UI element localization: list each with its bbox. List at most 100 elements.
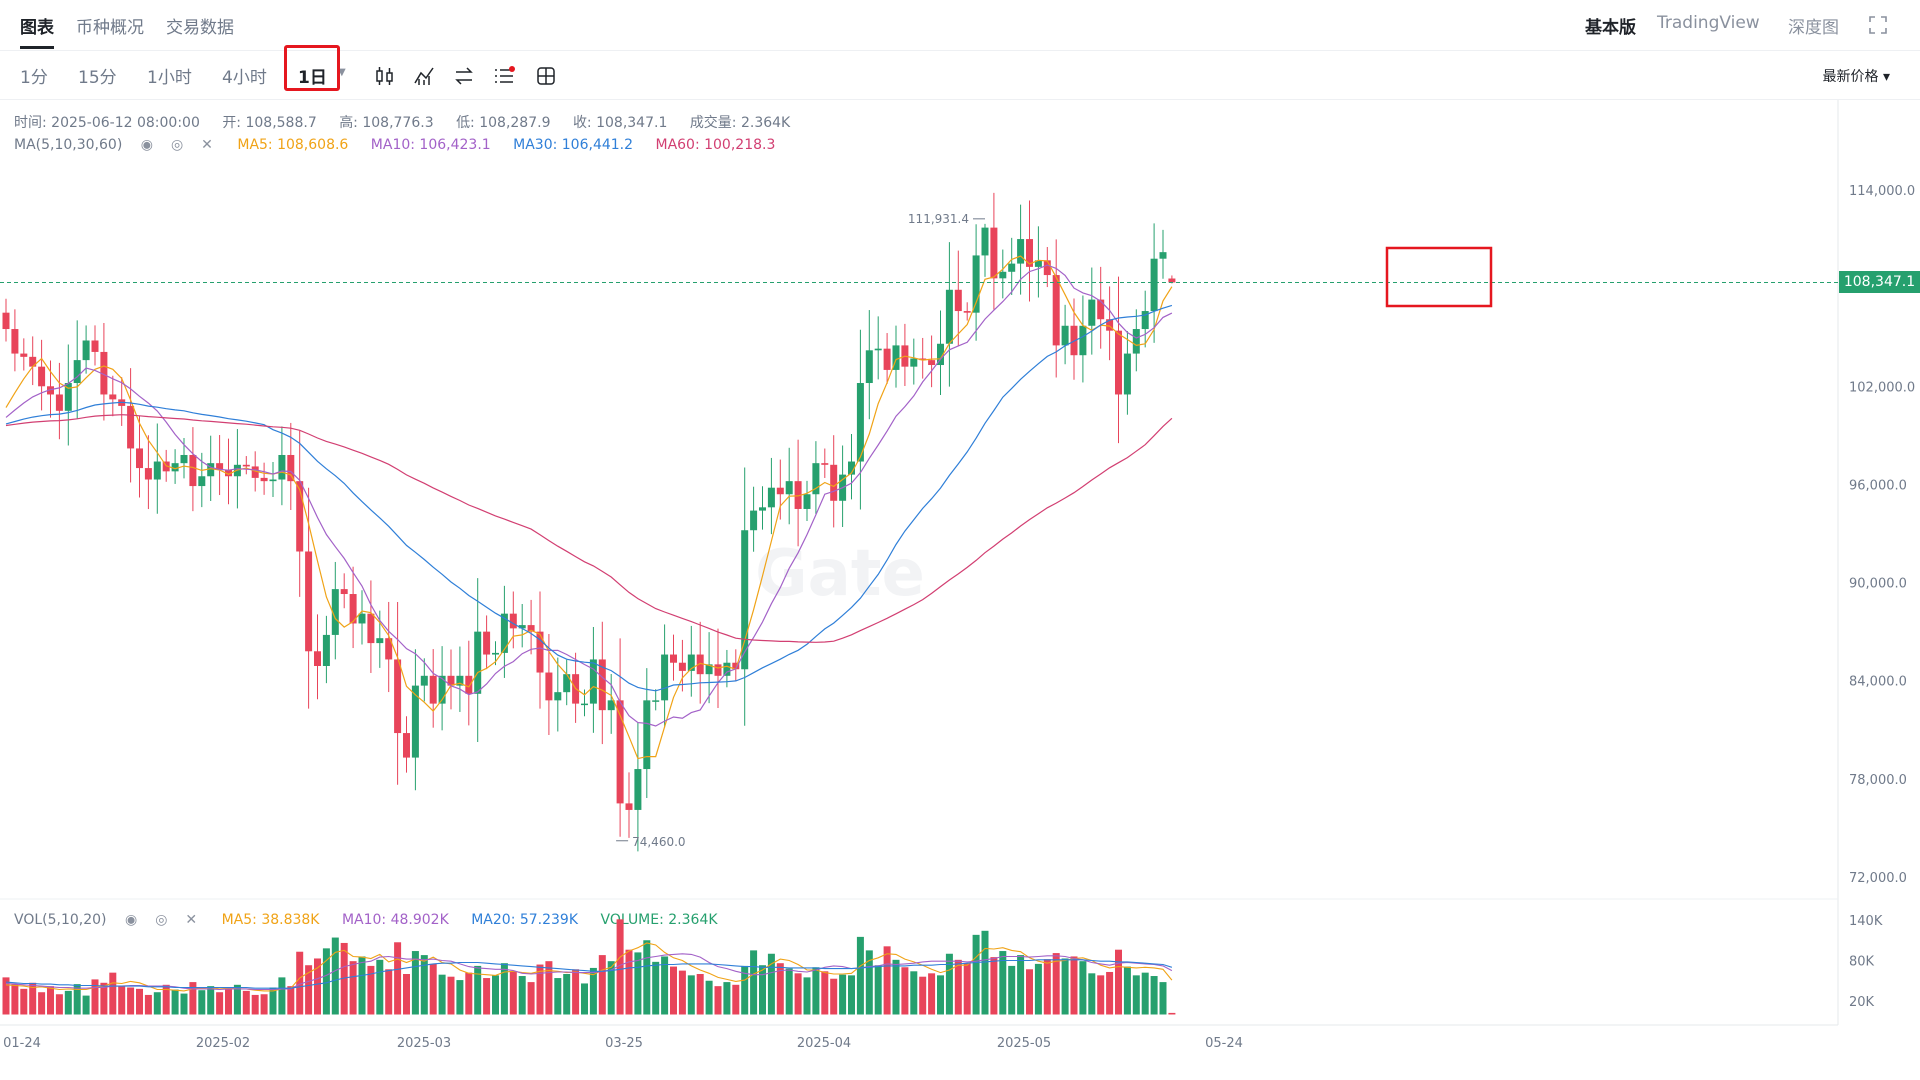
candle[interactable]: [794, 439, 802, 547]
volume-bar[interactable]: [848, 975, 855, 1015]
candle[interactable]: [331, 561, 339, 660]
vol-visibility-icon[interactable]: ◉: [124, 912, 138, 928]
volume-bar[interactable]: [109, 972, 117, 1015]
basic-version-link[interactable]: 基本版: [1585, 18, 1636, 38]
candle[interactable]: [678, 639, 686, 692]
candle[interactable]: [687, 625, 695, 697]
volume-bar[interactable]: [874, 965, 882, 1015]
candle[interactable]: [55, 362, 63, 440]
candle[interactable]: [153, 423, 161, 514]
volume-bar[interactable]: [456, 980, 464, 1015]
volume-bar[interactable]: [572, 969, 580, 1015]
timeframe-dropdown-icon[interactable]: ▼: [338, 67, 346, 78]
vol-settings-icon[interactable]: ◎: [155, 912, 168, 928]
volume-bar[interactable]: [910, 971, 918, 1015]
candle[interactable]: [803, 480, 811, 521]
candle[interactable]: [536, 591, 544, 709]
candle[interactable]: [696, 621, 704, 704]
volume-bar[interactable]: [794, 973, 802, 1015]
volume-bar[interactable]: [331, 937, 339, 1015]
candle-type-icon[interactable]: [374, 65, 396, 87]
volume-bar[interactable]: [2, 977, 10, 1015]
candle[interactable]: [2, 298, 10, 342]
candle[interactable]: [1034, 226, 1042, 298]
fullscreen-icon[interactable]: [1868, 15, 1888, 35]
tab-trade-data[interactable]: 交易数据: [166, 18, 234, 38]
volume-bar[interactable]: [509, 971, 517, 1015]
candle[interactable]: [189, 427, 197, 512]
ma-settings-icon[interactable]: ◎: [170, 137, 184, 153]
volume-bar[interactable]: [225, 989, 232, 1015]
candle[interactable]: [100, 322, 108, 421]
volume-bar[interactable]: [1070, 956, 1078, 1015]
timeframe-4h[interactable]: 4小时: [222, 68, 267, 88]
volume-bar[interactable]: [1115, 949, 1122, 1015]
candle[interactable]: [305, 487, 313, 709]
candle[interactable]: [11, 309, 19, 372]
volume-bar[interactable]: [269, 987, 277, 1015]
candle[interactable]: [1123, 331, 1131, 415]
candle[interactable]: [785, 447, 793, 525]
volume-bar[interactable]: [661, 956, 669, 1015]
volume-bar[interactable]: [963, 963, 971, 1015]
candle[interactable]: [1052, 239, 1060, 378]
volume-bar[interactable]: [55, 994, 63, 1015]
candle[interactable]: [723, 649, 731, 688]
volume-bar[interactable]: [972, 934, 980, 1015]
timeframe-1h[interactable]: 1小时: [147, 68, 192, 88]
volume-bar[interactable]: [144, 994, 152, 1015]
volume-bar[interactable]: [652, 961, 660, 1015]
volume-bar[interactable]: [723, 982, 731, 1015]
volume-bar[interactable]: [776, 963, 784, 1015]
settings-list-icon[interactable]: [493, 65, 515, 87]
candle[interactable]: [527, 599, 535, 655]
volume-bar[interactable]: [714, 986, 722, 1015]
candle[interactable]: [945, 242, 953, 387]
candle[interactable]: [411, 649, 419, 791]
candle[interactable]: [367, 580, 375, 673]
volume-bar[interactable]: [260, 994, 268, 1015]
candle[interactable]: [447, 649, 455, 710]
candle[interactable]: [981, 223, 989, 277]
candle[interactable]: [670, 634, 677, 681]
candle[interactable]: [509, 591, 517, 649]
volume-bar[interactable]: [999, 951, 1007, 1015]
volume-bar[interactable]: [1079, 961, 1087, 1015]
volume-bar[interactable]: [385, 969, 393, 1015]
volume-bar[interactable]: [162, 984, 170, 1015]
volume-bar[interactable]: [981, 930, 989, 1015]
volume-bar[interactable]: [465, 972, 473, 1015]
volume-bar[interactable]: [945, 953, 953, 1015]
volume-bar[interactable]: [38, 992, 46, 1015]
candle[interactable]: [1061, 304, 1069, 365]
volume-bar[interactable]: [705, 980, 713, 1015]
volume-bar[interactable]: [607, 961, 615, 1015]
volume-bar[interactable]: [1043, 959, 1051, 1015]
ma-close-icon[interactable]: ✕: [201, 137, 213, 153]
candle[interactable]: [394, 601, 402, 785]
volume-bar[interactable]: [785, 968, 793, 1015]
volume-bar[interactable]: [1132, 975, 1140, 1015]
volume-bar[interactable]: [928, 973, 936, 1015]
candle[interactable]: [73, 320, 81, 419]
candle[interactable]: [661, 624, 669, 728]
volume-bar[interactable]: [82, 995, 90, 1015]
candle[interactable]: [990, 192, 998, 310]
volume-bar[interactable]: [118, 985, 126, 1015]
candle[interactable]: [1070, 298, 1078, 380]
volume-bar[interactable]: [554, 978, 562, 1015]
volume-bar[interactable]: [759, 965, 766, 1015]
candle[interactable]: [901, 323, 909, 387]
volume-bar[interactable]: [429, 963, 437, 1015]
volume-bar[interactable]: [634, 952, 642, 1015]
volume-bar[interactable]: [830, 978, 838, 1015]
volume-bar[interactable]: [563, 974, 571, 1015]
candle[interactable]: [465, 640, 473, 726]
candle[interactable]: [874, 316, 882, 380]
volume-bar[interactable]: [732, 984, 740, 1015]
volume-chart[interactable]: 140K 80K 20K 01-24 2025-02 2025-03 03-25 2025-0…: [0, 900, 1920, 1080]
volume-bar[interactable]: [411, 951, 419, 1015]
depth-chart-link[interactable]: 深度图: [1788, 18, 1839, 38]
volume-bar[interactable]: [589, 967, 597, 1015]
volume-bar[interactable]: [687, 975, 695, 1015]
